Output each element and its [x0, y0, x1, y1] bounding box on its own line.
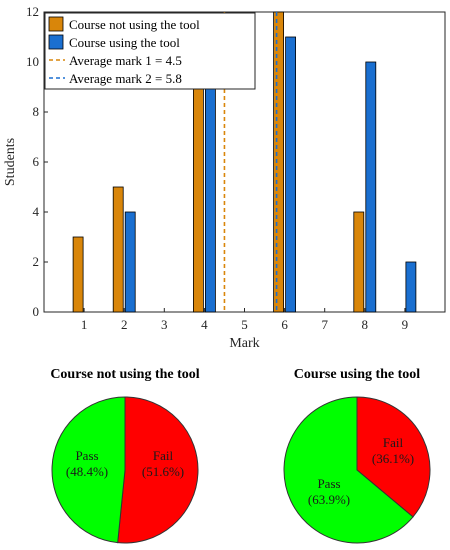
pie-slice-percent: (36.1%)	[372, 451, 414, 466]
pie-slice-label: Fail	[153, 448, 174, 463]
y-tick-label: 6	[33, 154, 40, 169]
pie-slice-percent: (48.4%)	[66, 464, 108, 479]
y-tick-label: 10	[26, 54, 39, 69]
x-tick-label: 4	[201, 317, 208, 332]
pie-slice	[117, 396, 199, 544]
y-tick-label: 2	[33, 254, 40, 269]
pie-slice	[356, 396, 431, 518]
bar	[124, 211, 136, 313]
pie-slice-percent: (51.6%)	[142, 464, 184, 479]
bar	[273, 11, 285, 313]
bar	[285, 36, 297, 313]
x-tick-label: 7	[321, 317, 328, 332]
pie-slice-label: Fail	[383, 435, 404, 450]
pie-title: Course using the tool	[294, 367, 421, 382]
x-ticks: 1 2 3 4 5 6 7 8 9	[81, 308, 408, 332]
legend-swatch	[48, 34, 64, 50]
y-tick-label: 4	[33, 204, 40, 219]
bar	[192, 86, 204, 313]
y-tick-label: 12	[26, 4, 39, 19]
pie-slice	[283, 396, 414, 544]
x-tick-label: 1	[81, 317, 88, 332]
legend-label: Course not using the tool	[69, 17, 200, 32]
bar	[353, 211, 365, 313]
pie-title: Course not using the tool	[50, 367, 199, 382]
legend-label: Average mark 1 = 4.5	[69, 53, 182, 68]
y-axis-label: Students	[3, 138, 18, 186]
x-tick-label: 6	[281, 317, 288, 332]
bar	[405, 261, 417, 313]
x-tick-label: 8	[362, 317, 369, 332]
x-tick-label: 3	[161, 317, 168, 332]
pie-chart-with-tool: Course using the tool Fail(36.1%) Pass(63…	[283, 367, 431, 544]
pie-slice-label: Pass	[75, 448, 98, 463]
legend-box	[44, 12, 256, 90]
bar	[112, 186, 124, 313]
pie-slice-label: Pass	[317, 476, 340, 491]
x-axis-label: Mark	[229, 336, 259, 351]
bar	[365, 61, 377, 313]
y-tick-label: 8	[33, 104, 40, 119]
pie-chart-without-tool: Course not using the tool Fail(51.6%) Pas…	[50, 367, 200, 544]
x-tick-label: 9	[402, 317, 409, 332]
x-tick-label: 2	[121, 317, 128, 332]
bar	[72, 236, 84, 313]
legend-swatch	[48, 16, 64, 32]
pie-slice-percent: (63.9%)	[308, 492, 350, 507]
pie-slice	[51, 396, 126, 544]
bar	[204, 86, 216, 313]
bars	[72, 11, 417, 313]
legend-label: Course using the tool	[69, 35, 180, 50]
legend-label: Average mark 2 = 5.8	[69, 71, 182, 86]
x-tick-label: 5	[241, 317, 248, 332]
y-tick-label: 0	[33, 304, 40, 319]
legend: Course not using the tool Course using th…	[44, 12, 256, 90]
